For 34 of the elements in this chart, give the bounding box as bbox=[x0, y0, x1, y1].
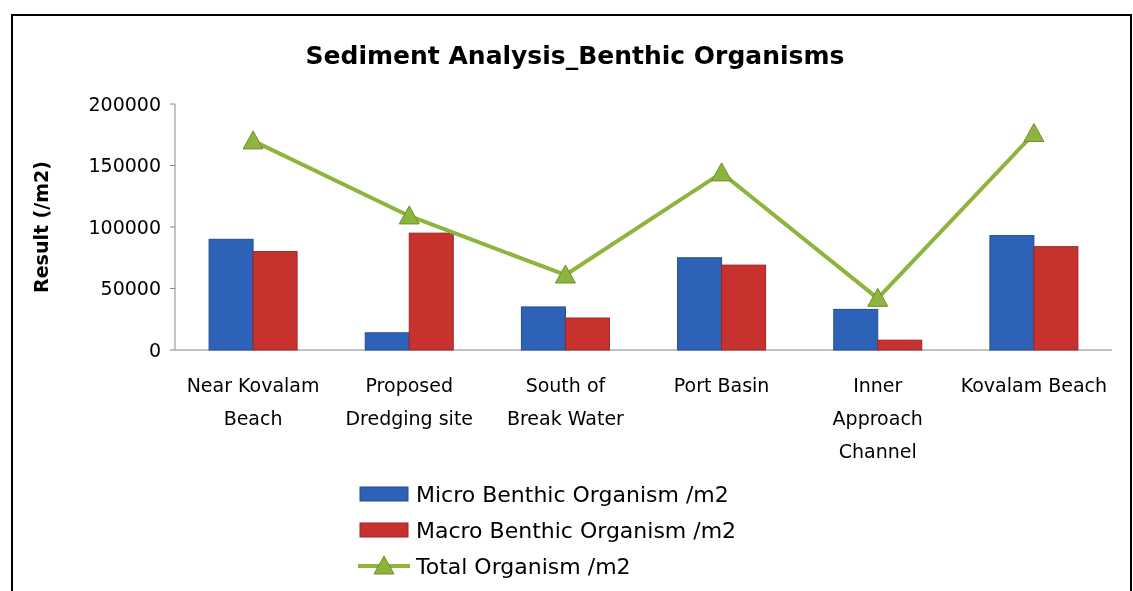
point bbox=[711, 162, 733, 182]
x-tick-label: Port Basin bbox=[673, 374, 770, 396]
bar bbox=[877, 339, 923, 351]
point bbox=[1023, 123, 1045, 143]
x-tick-label: Proposed Dredging site bbox=[345, 374, 474, 429]
point bbox=[554, 264, 576, 284]
bar bbox=[833, 308, 879, 351]
legend-label: Total Organism /m2 bbox=[415, 553, 631, 579]
x-tick-label: Inner Approach Channel bbox=[832, 374, 923, 462]
bar bbox=[677, 257, 723, 351]
bar bbox=[721, 264, 767, 351]
y-tick-label: 100000 bbox=[88, 215, 161, 238]
x-tick-label: Kovalam Beach bbox=[960, 374, 1108, 396]
bar bbox=[989, 235, 1035, 351]
legend-label: Macro Benthic Organism /m2 bbox=[416, 517, 737, 543]
y-tick-label: 50000 bbox=[100, 277, 161, 300]
bar bbox=[520, 306, 566, 351]
x-tick-label: South of Break Water bbox=[506, 374, 625, 429]
bar bbox=[364, 332, 410, 351]
bar bbox=[408, 232, 454, 351]
point bbox=[242, 130, 264, 150]
bar bbox=[1033, 246, 1079, 351]
x-tick-label: Near Kovalam Beach bbox=[186, 374, 320, 429]
point bbox=[398, 205, 420, 225]
bar bbox=[564, 317, 610, 351]
point bbox=[867, 287, 889, 307]
chart-title: Sediment Analysis_Benthic Organisms bbox=[305, 41, 845, 70]
y-tick-label: 150000 bbox=[88, 154, 161, 177]
bar bbox=[252, 251, 298, 351]
y-tick-label: 0 bbox=[148, 338, 161, 361]
y-tick-label: 200000 bbox=[88, 92, 161, 115]
bar bbox=[208, 238, 254, 351]
y-axis-title: Result (/m2) bbox=[30, 161, 52, 293]
legend-label: Micro Benthic Organism /m2 bbox=[416, 481, 729, 507]
